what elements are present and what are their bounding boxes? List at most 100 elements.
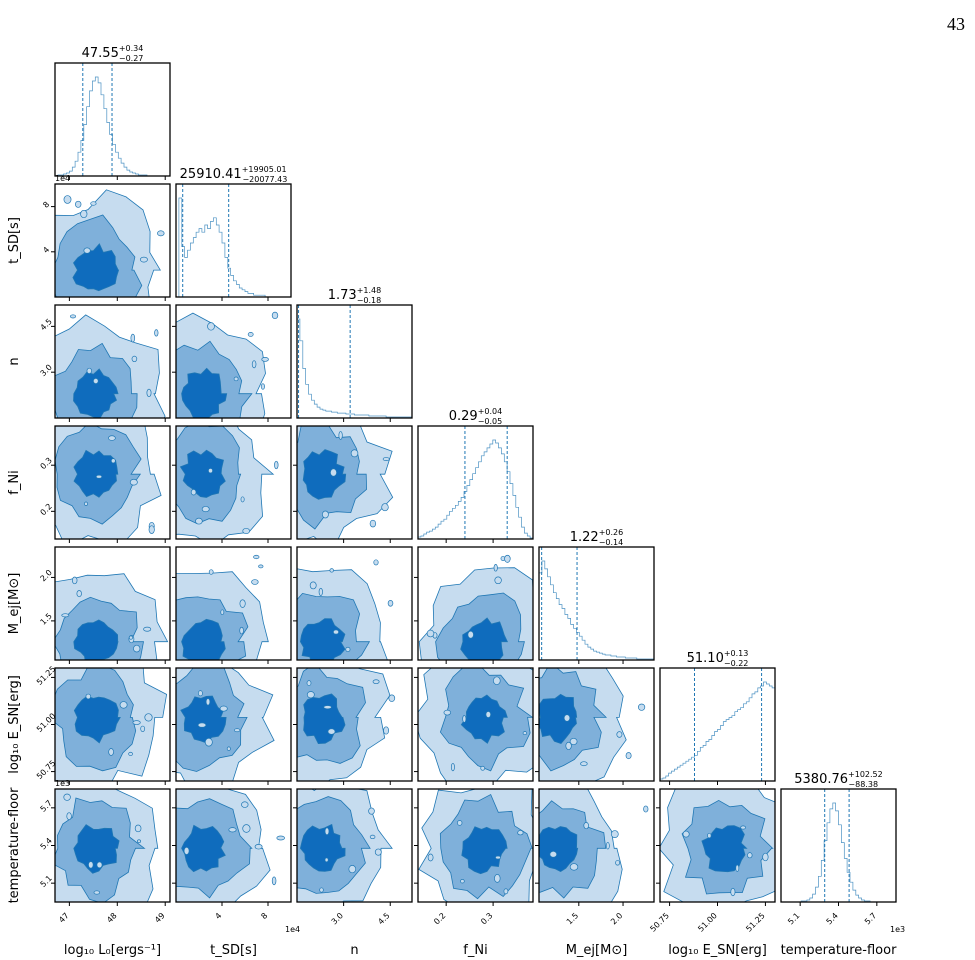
page-number: 43 bbox=[947, 14, 965, 34]
contour-fNi-Mej bbox=[418, 554, 533, 660]
contour-logL0-tSD bbox=[55, 189, 165, 297]
y-axis-label-fNi: f_Ni bbox=[7, 470, 22, 494]
contour-n-Tfloor bbox=[297, 789, 393, 902]
y-tick-label-Mej-0: 1.5 bbox=[39, 611, 54, 626]
contour-logL0-Tfloor bbox=[55, 789, 159, 902]
contour-n-Mej bbox=[297, 559, 394, 660]
histogram-Tfloor bbox=[781, 802, 896, 903]
title-logL0: 47.55+0.34 −0.27 bbox=[82, 44, 144, 63]
panel-frame-4-2 bbox=[296, 546, 413, 661]
x-tick-label-fNi-1: 0.3 bbox=[479, 911, 494, 926]
x-tick-label-logL0-2: 49 bbox=[153, 911, 167, 925]
y-tick-label-Tfloor-2: 5.7 bbox=[39, 798, 54, 813]
y-axis-label-Mej: M_ej[M⊙] bbox=[7, 573, 22, 635]
contour-logL0-Mej bbox=[55, 573, 169, 660]
y-axis-label-logESN: log₁₀ E_SN[erg] bbox=[7, 675, 22, 774]
y-axis-label-tSD: t_SD[s] bbox=[7, 217, 22, 264]
x-multiplier-tSD: 1e4 bbox=[285, 925, 300, 934]
title-tSD: 25910.41+19905.01 −20077.43 bbox=[180, 165, 288, 184]
contour-Mej-Tfloor bbox=[539, 789, 649, 902]
x-tick-label-logESN-1: 51.00 bbox=[696, 911, 719, 934]
contour-fNi-Tfloor bbox=[418, 789, 533, 902]
x-tick-label-logESN-2: 51.25 bbox=[744, 911, 767, 934]
panel-frame-2-2 bbox=[296, 304, 413, 419]
panel-frame-4-0 bbox=[54, 546, 171, 661]
contour-n-logESN bbox=[297, 668, 396, 781]
y-multiplier-Tfloor: 1e3 bbox=[55, 779, 70, 788]
y-tick-label-Mej-1: 2.0 bbox=[39, 568, 54, 583]
x-tick-label-Tfloor-0: 5.1 bbox=[786, 911, 801, 926]
y-tick-label-fNi-1: 0.3 bbox=[39, 456, 54, 471]
panel-frame-0-0 bbox=[54, 62, 171, 177]
title-logESN: 51.10+0.13 −0.22 bbox=[687, 649, 749, 668]
x-multiplier-Tfloor: 1e3 bbox=[890, 925, 905, 934]
x-axis-label-n: n bbox=[350, 943, 358, 958]
contour-logL0-fNi bbox=[55, 426, 162, 539]
x-tick-label-logL0-0: 47 bbox=[57, 911, 71, 925]
y-tick-label-Tfloor-1: 5.4 bbox=[39, 836, 54, 851]
panel-frame-4-1 bbox=[175, 546, 292, 661]
x-tick-label-Mej-1: 2.0 bbox=[609, 911, 624, 926]
contour-tSD-n bbox=[176, 311, 279, 418]
histogram-logL0 bbox=[55, 76, 170, 177]
contour-tSD-fNi bbox=[176, 426, 279, 539]
panel-frame-2-1 bbox=[175, 304, 292, 419]
panel-frame-5-5 bbox=[659, 667, 776, 782]
panel-frame-2-0 bbox=[54, 304, 171, 419]
panel-frame-1-0 bbox=[54, 183, 171, 298]
histogram-tSD bbox=[176, 197, 291, 298]
panel-frame-4-3 bbox=[417, 546, 534, 661]
y-tick-label-fNi-0: 0.2 bbox=[39, 502, 54, 517]
y-axis-label-Tfloor: temperature-floor bbox=[7, 787, 22, 904]
panel-frame-3-1 bbox=[175, 425, 292, 540]
y-multiplier-tSD: 1e4 bbox=[55, 174, 70, 183]
contour-Mej-logESN bbox=[539, 668, 646, 781]
x-axis-label-logESN: log₁₀ E_SN[erg] bbox=[668, 943, 767, 958]
x-axis-label-Tfloor: temperature-floor bbox=[781, 943, 898, 958]
x-tick-label-logL0-1: 48 bbox=[105, 911, 119, 925]
y-tick-label-n-0: 3.0 bbox=[39, 363, 54, 378]
x-tick-label-n-1: 4.5 bbox=[376, 911, 391, 926]
contour-logL0-logESN bbox=[55, 668, 168, 781]
contour-logL0-n bbox=[55, 314, 166, 418]
x-axis-label-Mej: M_ej[M⊙] bbox=[566, 943, 628, 958]
contour-tSD-Mej bbox=[176, 554, 269, 660]
x-axis-label-tSD: t_SD[s] bbox=[210, 943, 257, 958]
contour-fNi-logESN bbox=[418, 668, 533, 781]
y-tick-label-n-1: 4.5 bbox=[39, 317, 54, 332]
x-tick-label-fNi-0: 0.2 bbox=[432, 911, 447, 926]
title-Mej: 1.22+0.26 −0.14 bbox=[570, 528, 623, 547]
x-axis-label-logL0: log₁₀ L₀[ergs⁻¹] bbox=[64, 943, 161, 958]
histogram-n bbox=[296, 318, 413, 418]
contour-n-fNi bbox=[297, 426, 394, 539]
y-axis-label-n: n bbox=[7, 357, 22, 365]
y-tick-label-logESN-1: 51.00 bbox=[35, 711, 58, 734]
y-tick-label-tSD-0: 4 bbox=[41, 245, 51, 255]
title-n: 1.73+1.48 −0.18 bbox=[328, 286, 381, 305]
histogram-fNi bbox=[417, 439, 534, 539]
x-tick-label-Mej-0: 1.5 bbox=[565, 911, 580, 926]
panel-frame-3-0 bbox=[54, 425, 171, 540]
y-tick-label-Tfloor-0: 5.1 bbox=[39, 874, 54, 889]
panel-frame-4-4 bbox=[538, 546, 655, 661]
histogram-logESN bbox=[659, 681, 776, 781]
y-tick-label-tSD-1: 8 bbox=[41, 200, 51, 210]
title-fNi: 0.29+0.04 −0.05 bbox=[449, 407, 502, 426]
y-tick-label-logESN-2: 51.25 bbox=[35, 664, 58, 687]
panel-frame-3-2 bbox=[296, 425, 413, 540]
histogram-Mej bbox=[538, 560, 655, 660]
panel-frame-6-6 bbox=[780, 788, 897, 903]
title-Tfloor: 5380.76+102.52 −88.38 bbox=[794, 770, 882, 789]
y-tick-label-logESN-0: 50.75 bbox=[35, 759, 58, 782]
contour-logESN-Tfloor bbox=[660, 789, 775, 902]
x-tick-label-tSD-0: 4 bbox=[213, 911, 223, 921]
contour-tSD-Tfloor bbox=[176, 789, 285, 902]
x-tick-label-tSD-1: 8 bbox=[259, 911, 269, 921]
contour-tSD-logESN bbox=[176, 668, 275, 781]
panel-frame-3-3 bbox=[417, 425, 534, 540]
x-tick-label-Tfloor-2: 5.7 bbox=[863, 911, 878, 926]
x-tick-label-Tfloor-1: 5.4 bbox=[825, 911, 840, 926]
x-axis-label-fNi: f_Ni bbox=[463, 943, 487, 958]
x-tick-label-n-0: 3.0 bbox=[330, 911, 345, 926]
x-tick-label-logESN-0: 50.75 bbox=[648, 911, 671, 934]
